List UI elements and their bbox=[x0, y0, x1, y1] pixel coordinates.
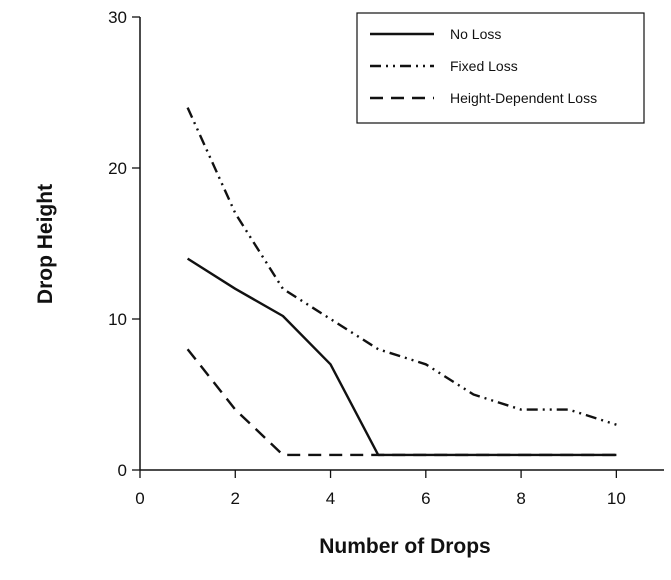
legend-label-1: Fixed Loss bbox=[450, 58, 518, 74]
legend-label-0: No Loss bbox=[450, 26, 501, 42]
series-line-2 bbox=[186, 348, 617, 457]
x-tick-label: 10 bbox=[607, 489, 626, 508]
x-axis-title: Number of Drops bbox=[319, 535, 491, 558]
x-tick-label: 2 bbox=[231, 489, 240, 508]
series-layer bbox=[186, 107, 617, 457]
x-tick-label: 8 bbox=[516, 489, 525, 508]
series-line-0 bbox=[186, 257, 617, 457]
y-tick-label: 10 bbox=[108, 310, 127, 329]
y-axis-title: Drop Height bbox=[34, 184, 57, 304]
legend-box bbox=[356, 12, 645, 124]
axes bbox=[139, 17, 664, 471]
series-line-1 bbox=[186, 107, 617, 426]
y-tick-label: 0 bbox=[118, 461, 127, 480]
x-tick-label: 0 bbox=[135, 489, 144, 508]
y-tick-label: 30 bbox=[108, 8, 127, 27]
y-tick-label: 20 bbox=[108, 159, 127, 178]
legend: No Loss Fixed Loss Height-Dependent Loss bbox=[356, 12, 645, 124]
y-ticks: 0 10 20 30 bbox=[108, 8, 140, 480]
x-tick-label: 4 bbox=[326, 489, 335, 508]
legend-label-2: Height-Dependent Loss bbox=[450, 90, 597, 106]
x-ticks: 0 2 4 6 8 10 bbox=[135, 470, 626, 508]
x-tick-label: 6 bbox=[421, 489, 430, 508]
